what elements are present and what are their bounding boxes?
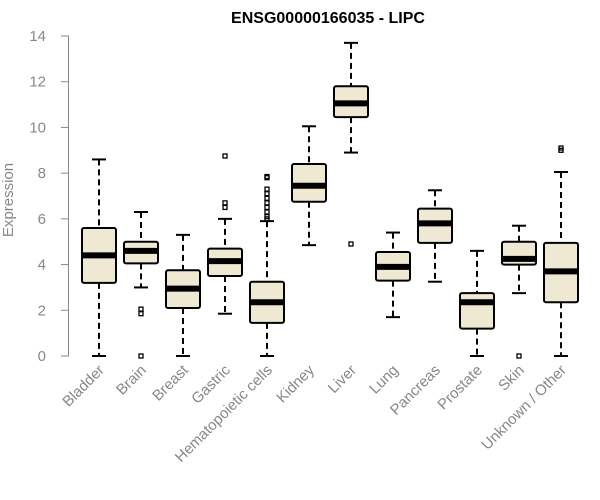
- y-tick-label: 10: [29, 119, 46, 136]
- box-hematopoietic-cells: [249, 173, 285, 357]
- x-tick-label: Skin: [495, 362, 528, 395]
- box-lung: [375, 231, 411, 319]
- outlier-point: [264, 209, 270, 215]
- box-breast: [165, 233, 201, 357]
- box-unknown-other: [543, 145, 579, 357]
- y-tick-label: 14: [29, 28, 46, 45]
- outlier-point: [222, 153, 228, 159]
- y-tick-label: 4: [38, 257, 46, 274]
- box-skin: [501, 224, 537, 359]
- outlier-point: [264, 204, 270, 211]
- outlier-point: [222, 200, 228, 206]
- x-tick-label: Bladder: [59, 362, 108, 411]
- outlier-point: [138, 306, 144, 312]
- outlier-point: [264, 195, 270, 201]
- outlier-point: [348, 241, 354, 247]
- x-tick-label: Lung: [366, 362, 402, 398]
- outlier-point: [264, 200, 270, 206]
- y-tick-label: 0: [38, 348, 46, 365]
- outlier-point: [558, 145, 564, 151]
- box-series: [81, 41, 579, 359]
- y-tick-label: 12: [29, 74, 46, 91]
- x-tick-label: Brain: [113, 362, 150, 399]
- outlier-point: [222, 204, 228, 211]
- box-body: [459, 292, 495, 330]
- x-tick-label: Liver: [325, 362, 360, 397]
- outlier-point: [264, 191, 270, 197]
- outlier-point: [516, 353, 522, 359]
- outlier-point: [264, 186, 270, 192]
- y-tick-label: 2: [38, 302, 46, 319]
- outlier-point: [138, 353, 144, 359]
- box-bladder: [81, 158, 117, 357]
- box-liver: [333, 41, 369, 247]
- box-brain: [123, 211, 159, 359]
- outlier-point: [264, 173, 270, 180]
- box-prostate: [459, 249, 495, 357]
- outlier-point: [138, 311, 144, 317]
- box-kidney: [291, 125, 327, 247]
- y-tick-label: 6: [38, 211, 46, 228]
- y-axis-label: Expression: [0, 163, 17, 237]
- box-pancreas: [417, 189, 453, 283]
- x-tick-label: Breast: [149, 361, 192, 404]
- x-tick-label: Kidney: [273, 361, 318, 406]
- y-tick-label: 8: [38, 165, 46, 182]
- chart-title: ENSG00000166035 - LIPC: [231, 10, 425, 27]
- box-gastric: [207, 153, 243, 315]
- axes: 0 2 4 6 8 10 12 14: [29, 28, 69, 365]
- x-tick-label: Prostate: [434, 362, 486, 414]
